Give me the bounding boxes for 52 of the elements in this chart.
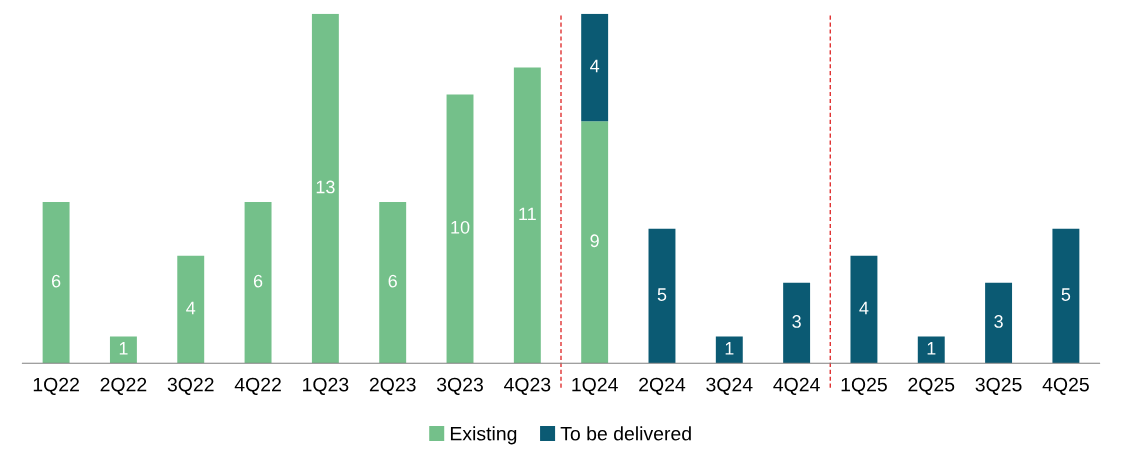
bar [42, 201, 70, 364]
x-tick-label: 1Q23 [303, 377, 349, 395]
bar [985, 282, 1013, 364]
data-label: 10 [451, 220, 470, 234]
data-label: 5 [1061, 288, 1071, 301]
data-label: 11 [519, 207, 536, 221]
data-label: 6 [388, 274, 397, 288]
legend-label: Existing [450, 426, 517, 445]
data-label: 9 [590, 234, 599, 248]
data-label: 5 [657, 288, 667, 301]
x-tick-label: 2Q24 [639, 377, 686, 395]
x-tick-label: 3Q23 [436, 377, 483, 395]
x-tick-label: 1Q24 [572, 377, 618, 395]
bar [177, 255, 205, 364]
bar [446, 94, 474, 364]
data-label: 3 [792, 315, 801, 328]
x-tick-label: 3Q24 [706, 377, 753, 395]
x-tick-label: 3Q25 [975, 377, 1022, 395]
x-tick-label: 1Q22 [33, 377, 79, 395]
data-label: 1 [927, 342, 936, 355]
bar [379, 201, 407, 364]
x-tick-label: 4Q24 [773, 377, 820, 395]
bar [581, 13, 609, 122]
bar [109, 336, 137, 364]
data-label: 1 [725, 342, 734, 355]
data-label: 6 [52, 274, 61, 288]
x-tick-label: 4Q22 [234, 377, 281, 395]
bar [850, 255, 878, 364]
bar [244, 201, 272, 364]
x-tick-label: 2Q23 [369, 377, 416, 395]
data-label: 13 [316, 180, 335, 194]
legend-label: To be delivered [560, 426, 691, 441]
x-tick-label: 2Q25 [908, 377, 955, 395]
bar [513, 67, 541, 364]
x-tick-label: 2Q22 [100, 377, 147, 395]
data-label: 1 [119, 342, 128, 355]
x-tick-label: 3Q22 [167, 377, 214, 395]
bar [581, 121, 609, 364]
data-label: 4 [859, 301, 869, 315]
bar [648, 228, 676, 364]
data-label: 4 [186, 301, 196, 315]
x-tick-label: 4Q23 [504, 377, 551, 395]
bar [311, 13, 339, 364]
x-tick-label: 4Q25 [1042, 377, 1089, 395]
bar [715, 336, 743, 364]
bar [1052, 228, 1080, 364]
data-label: 3 [994, 315, 1003, 328]
x-tick-label: 1Q25 [841, 377, 887, 395]
bar [917, 336, 945, 364]
bar [783, 282, 811, 364]
data-label: 6 [253, 274, 263, 288]
data-label: 4 [590, 59, 600, 73]
